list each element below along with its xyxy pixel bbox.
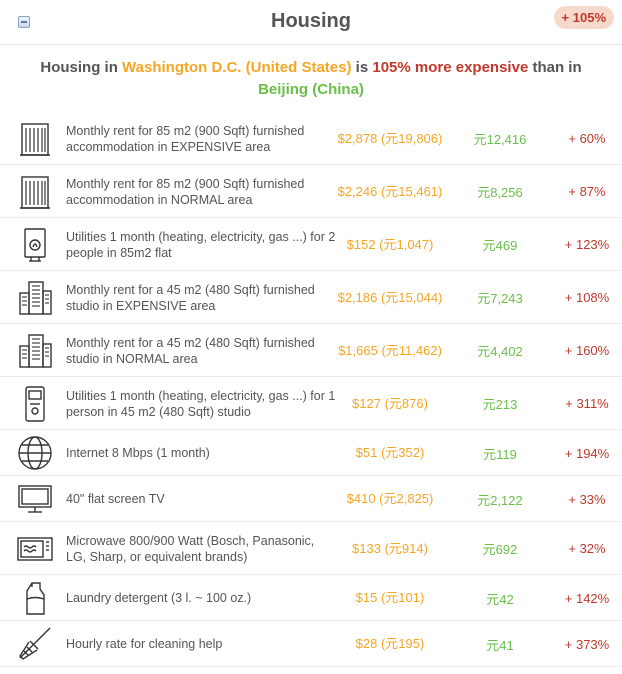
price-destination: 元469: [482, 238, 518, 253]
price-difference: + 108%: [564, 290, 610, 305]
row-label: Laundry detergent (3 l. ~ 100 oz.): [66, 591, 252, 605]
price-difference: + 311%: [565, 396, 609, 411]
price-difference: + 60%: [568, 131, 606, 146]
row-label: Internet 8 Mbps (1 month): [66, 446, 210, 460]
row-label: Monthly rent for 85 m2 (900 Sqft) furnis…: [66, 177, 305, 207]
city-buildings-icon: [16, 332, 54, 370]
microwave-icon: [16, 530, 54, 568]
comparison-summary: Housing in Washington D.C. (United State…: [0, 57, 622, 101]
apartment-building-icon: [16, 173, 54, 211]
difference-badge: + 105%: [553, 6, 614, 29]
panel-header: Housing + 105%: [0, 0, 622, 45]
row-label: Utilities 1 month (heating, electricity,…: [66, 389, 336, 419]
city-buildings-icon: [16, 279, 54, 317]
table-row: Internet 8 Mbps (1 month) $51 (元352) 元119 +…: [0, 430, 622, 476]
summary-percent: 105% more expensive: [372, 59, 529, 76]
price-origin: $410 (元2,825): [346, 491, 434, 506]
price-origin: $2,246 (元15,461): [337, 184, 443, 199]
city-link-beijing[interactable]: Beijing (China): [258, 81, 364, 98]
detergent-bottle-icon: [16, 579, 54, 617]
broom-icon: [16, 625, 54, 663]
apartment-building-icon: [16, 120, 54, 158]
price-destination: 元692: [482, 542, 518, 557]
price-difference: + 87%: [568, 184, 606, 199]
row-label: Microwave 800/900 Watt (Bosch, Panasonic…: [66, 534, 315, 564]
page-title: Housing: [271, 10, 351, 32]
price-destination: 元2,122: [477, 493, 523, 508]
cost-table: Monthly rent for 85 m2 (900 Sqft) furnis…: [0, 112, 622, 667]
row-label: 40" flat screen TV: [66, 492, 165, 506]
row-label: Hourly rate for cleaning help: [66, 637, 223, 651]
table-row: 40" flat screen TV $410 (元2,825) 元2,122 + 3…: [0, 476, 622, 522]
price-difference: + 142%: [564, 591, 610, 606]
table-row: Monthly rent for a 45 m2 (480 Sqft) furn…: [0, 271, 622, 324]
price-origin: $127 (元876): [352, 396, 428, 411]
price-origin: $51 (元352): [355, 445, 425, 460]
boiler-icon: [16, 226, 54, 264]
table-row: Utilities 1 month (heating, electricity,…: [0, 377, 622, 430]
row-label: Monthly rent for 85 m2 (900 Sqft) furnis…: [66, 124, 305, 154]
price-origin: $152 (元1,047): [346, 237, 434, 252]
price-difference: + 194%: [564, 446, 610, 461]
price-origin: $2,878 (元19,806): [337, 131, 443, 146]
price-origin: $1,665 (元11,462): [338, 343, 442, 358]
table-row: Monthly rent for 85 m2 (900 Sqft) furnis…: [0, 165, 622, 218]
table-row: Hourly rate for cleaning help $28 (元195) 元…: [0, 621, 622, 667]
table-row: Utilities 1 month (heating, electricity,…: [0, 218, 622, 271]
price-destination: 元12,416: [473, 132, 527, 147]
meter-icon: [16, 385, 54, 423]
globe-icon: [16, 434, 54, 472]
table-row: Microwave 800/900 Watt (Bosch, Panasonic…: [0, 522, 622, 575]
row-label: Monthly rent for a 45 m2 (480 Sqft) furn…: [66, 283, 315, 313]
price-origin: $133 (元914): [352, 541, 428, 556]
row-label: Monthly rent for a 45 m2 (480 Sqft) furn…: [66, 336, 315, 366]
price-difference: + 123%: [564, 237, 610, 252]
price-difference: + 33%: [568, 492, 606, 507]
price-destination: 元41: [486, 638, 514, 653]
price-difference: + 160%: [564, 343, 610, 358]
price-destination: 元8,256: [477, 185, 523, 200]
table-row: Monthly rent for a 45 m2 (480 Sqft) furn…: [0, 324, 622, 377]
summary-mid: is: [351, 59, 373, 76]
row-label: Utilities 1 month (heating, electricity,…: [66, 230, 336, 260]
price-origin: $28 (元195): [355, 636, 425, 651]
table-row: Laundry detergent (3 l. ~ 100 oz.) $15 (元…: [0, 575, 622, 621]
collapse-toggle-icon[interactable]: [18, 16, 30, 28]
summary-than: than in: [528, 59, 582, 76]
price-origin: $15 (元101): [355, 590, 425, 605]
price-destination: 元42: [486, 592, 514, 607]
price-destination: 元4,402: [477, 344, 523, 359]
city-link-washington[interactable]: Washington D.C. (United States): [122, 59, 352, 76]
tv-icon: [16, 480, 54, 518]
price-destination: 元7,243: [477, 291, 523, 306]
table-row: Monthly rent for 85 m2 (900 Sqft) furnis…: [0, 112, 622, 165]
price-destination: 元213: [482, 397, 518, 412]
price-difference: + 32%: [568, 541, 606, 556]
summary-prefix: Housing in: [40, 59, 123, 76]
price-destination: 元119: [483, 447, 517, 462]
price-origin: $2,186 (元15,044): [337, 290, 443, 305]
price-difference: + 373%: [564, 637, 610, 652]
